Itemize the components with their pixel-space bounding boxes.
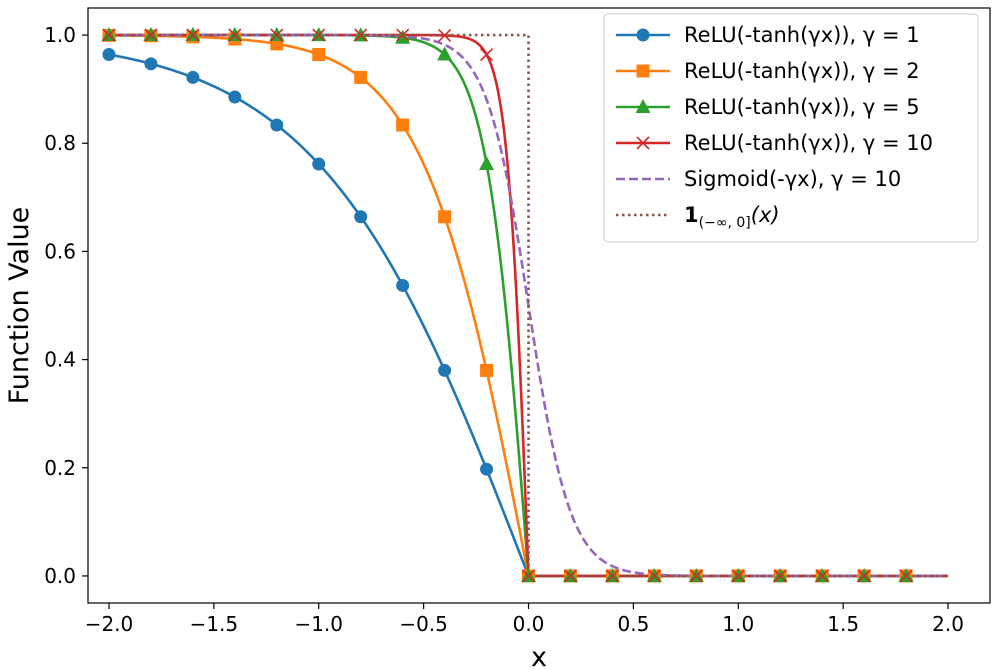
series-3-marker-9-stroke-b bbox=[479, 47, 494, 62]
legend-marker-3 bbox=[636, 136, 650, 150]
series-3-marker-3 bbox=[228, 28, 242, 42]
series-3-marker-19-stroke-b bbox=[899, 569, 913, 583]
series-3-marker-11-stroke-b bbox=[563, 569, 578, 583]
series-3-marker-3-stroke-b bbox=[228, 28, 242, 42]
y-tick-label-2: 0.4 bbox=[44, 348, 76, 372]
series-3-marker-17 bbox=[815, 569, 829, 583]
series-0-marker-7 bbox=[396, 278, 410, 292]
series-3-marker-18-stroke-b bbox=[857, 569, 871, 583]
series-3-marker-5-stroke-b bbox=[312, 28, 326, 42]
y-tick-label-3: 0.6 bbox=[44, 239, 76, 263]
series-0-marker-8 bbox=[438, 363, 452, 377]
series-0-marker-2 bbox=[186, 70, 200, 84]
series-3-marker-2-stroke-b bbox=[186, 28, 200, 42]
series-3-marker-14 bbox=[689, 569, 703, 583]
series-3-marker-0-stroke-b bbox=[102, 28, 116, 42]
legend-marker-0 bbox=[636, 28, 650, 42]
series-3-marker-7 bbox=[396, 28, 410, 42]
series-3-marker-1 bbox=[144, 28, 158, 42]
series-0-marker-4 bbox=[270, 118, 284, 132]
series-1-marker-8 bbox=[438, 210, 452, 224]
series-3-marker-4 bbox=[270, 28, 284, 42]
x-tick-label-1: −1.5 bbox=[190, 612, 239, 636]
y-tick-label-0: 0.0 bbox=[44, 564, 76, 588]
x-tick-label-6: 1.0 bbox=[722, 612, 754, 636]
y-axis-ticks: 0.0 0.2 0.4 0.6 0.8 1.0 bbox=[44, 23, 88, 588]
legend-marker-3-stroke-b bbox=[636, 136, 650, 150]
x-tick-label-8: 2.0 bbox=[932, 612, 964, 636]
series-1-marker-9 bbox=[480, 363, 494, 377]
series-3-marker-9 bbox=[479, 47, 494, 62]
x-tick-label-0: −2.0 bbox=[85, 612, 134, 636]
series-3-marker-6 bbox=[354, 28, 368, 42]
series-3-marker-17-stroke-b bbox=[815, 569, 829, 583]
series-3-marker-10-stroke-b bbox=[521, 569, 536, 583]
series-3-marker-12-stroke-b bbox=[605, 569, 619, 583]
legend-box bbox=[603, 13, 979, 243]
series-3-marker-6-stroke-b bbox=[354, 28, 368, 42]
series-3-marker-16-stroke-b bbox=[773, 569, 787, 583]
legend-indicator-symbol: 1 bbox=[684, 203, 699, 227]
series-3-marker-7-stroke-b bbox=[396, 28, 410, 42]
x-tick-label-4: 0.0 bbox=[513, 612, 545, 636]
series-3-marker-14-stroke-b bbox=[689, 569, 703, 583]
legend-label-4: Sigmoid(-γx), γ = 10 bbox=[684, 167, 901, 191]
x-axis-label: x bbox=[531, 642, 547, 670]
series-3-marker-11 bbox=[563, 569, 578, 583]
y-axis-label: Function Value bbox=[4, 207, 35, 405]
x-tick-label-3: −0.5 bbox=[399, 612, 448, 636]
series-0-marker-3 bbox=[228, 90, 242, 104]
legend-label-0: ReLU(-tanh(γx)), γ = 1 bbox=[684, 23, 920, 47]
legend-label-3: ReLU(-tanh(γx)), γ = 10 bbox=[684, 131, 933, 155]
series-3-marker-1-stroke-b bbox=[144, 28, 158, 42]
series-3-marker-15-stroke-b bbox=[731, 569, 745, 583]
series-3-marker-4-stroke-b bbox=[270, 28, 284, 42]
series-0-marker-5 bbox=[312, 157, 326, 171]
series-3-marker-13-stroke-b bbox=[647, 569, 661, 583]
series-3-marker-16 bbox=[773, 569, 787, 583]
series-3-marker-5 bbox=[312, 28, 326, 42]
series-3-marker-15 bbox=[731, 569, 745, 583]
series-3-marker-12 bbox=[605, 569, 619, 583]
series-line-4 bbox=[108, 33, 949, 578]
series-0-marker-0 bbox=[102, 48, 116, 62]
x-axis-ticks: −2.0 −1.5 −1.0 −0.5 0.0 0.5 1.0 1.5 2.0 bbox=[85, 603, 964, 636]
legend-marker-1 bbox=[636, 64, 650, 78]
series-2-marker-9 bbox=[479, 156, 495, 171]
series-3-marker-2 bbox=[186, 28, 200, 42]
legend-marker-2 bbox=[635, 99, 651, 113]
legend-label-1: ReLU(-tanh(γx)), γ = 2 bbox=[684, 59, 920, 83]
y-tick-label-4: 0.8 bbox=[44, 131, 76, 155]
x-tick-label-5: 0.5 bbox=[617, 612, 649, 636]
series-3-marker-10 bbox=[521, 569, 536, 583]
legend: ReLU(-tanh(γx)), γ = 1 ReLU(-tanh(γx)), γ… bbox=[603, 13, 979, 243]
series-3-marker-8 bbox=[438, 28, 452, 42]
series-0-marker-1 bbox=[144, 57, 158, 71]
series-3-marker-0 bbox=[102, 28, 116, 42]
series-3-marker-18 bbox=[857, 569, 871, 583]
x-tick-label-7: 1.5 bbox=[827, 612, 859, 636]
series-3-marker-8-stroke-b bbox=[438, 28, 452, 42]
axes-frame bbox=[87, 7, 991, 604]
series-3-marker-19 bbox=[899, 569, 913, 583]
series-3-marker-13 bbox=[647, 569, 661, 583]
legend-label-2: ReLU(-tanh(γx)), γ = 5 bbox=[684, 95, 920, 119]
series-2-marker-8 bbox=[437, 46, 453, 61]
series-1-marker-7 bbox=[396, 118, 410, 132]
y-tick-label-5: 1.0 bbox=[44, 23, 76, 47]
series-0-marker-6 bbox=[354, 210, 368, 224]
series-0-marker-9 bbox=[480, 462, 494, 476]
x-tick-label-2: −1.0 bbox=[294, 612, 343, 636]
legend-indicator-subscript: (−∞, 0] bbox=[699, 215, 751, 231]
series-2-marker-7 bbox=[395, 29, 411, 44]
series-1-marker-5 bbox=[312, 48, 326, 62]
y-tick-label-1: 0.2 bbox=[44, 456, 76, 480]
legend-indicator-argument: (x) bbox=[751, 203, 780, 227]
series-1-marker-6 bbox=[354, 70, 368, 84]
series-markers bbox=[101, 27, 914, 583]
legend-label-5: 1(−∞, 0](x) bbox=[684, 203, 780, 231]
